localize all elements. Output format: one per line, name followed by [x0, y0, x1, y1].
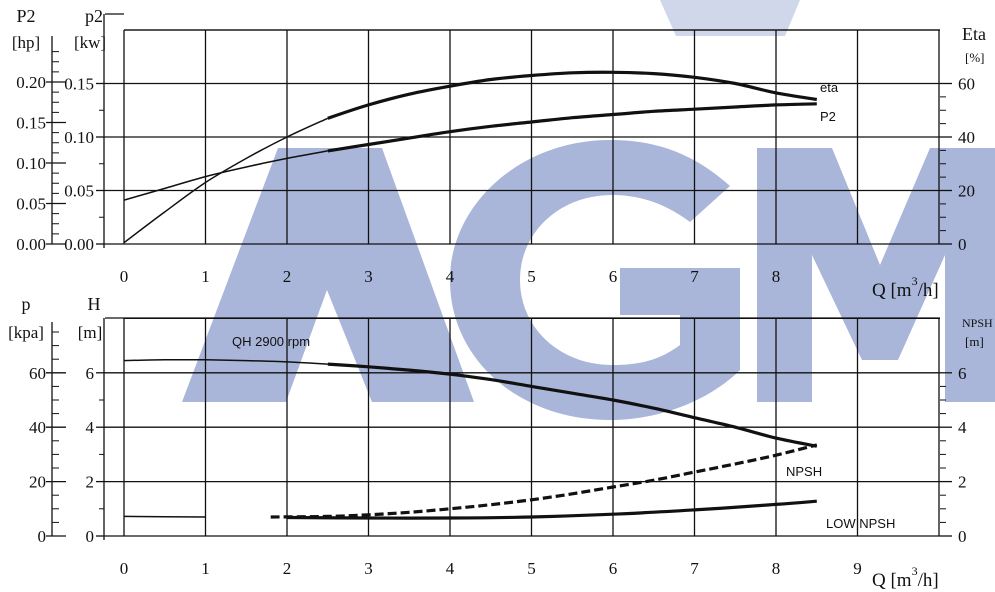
x-tick-label: 3: [364, 267, 373, 286]
left-inner-tick-label: 4: [86, 418, 95, 437]
x-tick-label: 6: [609, 559, 618, 578]
x-tick-label: 0: [120, 559, 129, 578]
annotation-npsh: NPSH: [786, 464, 822, 479]
x-label-q: Q [m: [872, 570, 912, 591]
x-tick-label: 7: [690, 267, 699, 286]
series-low-npsh: [286, 499, 817, 520]
x-tick-label: 2: [283, 267, 292, 286]
watermark-letter-a: [182, 148, 474, 402]
x-tick-label: 5: [527, 559, 536, 578]
series-p2: [327, 102, 817, 153]
left-inner-tick-label: 6: [86, 364, 95, 383]
x-label-sup: 3: [912, 274, 918, 288]
left-inner-tick-label: 0.00: [64, 235, 94, 254]
left-outer-tick-label: 20: [29, 473, 46, 492]
left-inner-title: H: [88, 294, 101, 314]
left-outer-tick-label: 0.15: [16, 114, 46, 133]
x-tick-label: 4: [446, 267, 455, 286]
x-axis-label: Q [m3/h]: [872, 564, 939, 591]
series-label-eta: eta: [820, 80, 839, 95]
series-qh-2900-rpm-thin: [123, 358, 328, 365]
x-label-unit: /h]: [918, 570, 939, 591]
left-inner-tick-label: 2: [86, 473, 95, 492]
head-npsh-chart: 0 1 2 3 4 5 6 7 8 9Q [m3/h]0246H[m]0204060p[kpa]0…: [8, 294, 993, 591]
x-label-unit: /h]: [918, 280, 939, 301]
watermark-top-bar: [660, 0, 800, 36]
left-outer-tick-label: 0.05: [16, 195, 46, 214]
left-outer-tick-label: 0: [38, 527, 47, 546]
left-outer-tick-label: 60: [29, 364, 46, 383]
right-tick-label: 6: [958, 364, 967, 383]
x-tick-label: 2: [283, 559, 292, 578]
watermark-letter-m: [757, 148, 995, 402]
annotation-low-npsh: LOW NPSH: [826, 516, 895, 531]
right-tick-label: 60: [958, 75, 975, 94]
watermark-letter-g: [450, 140, 740, 420]
x-label-sup: 3: [912, 564, 918, 578]
right-tick-label: 0: [958, 235, 967, 254]
left-outer-tick-label: 0.20: [16, 73, 46, 92]
right-tick-label: 2: [958, 473, 967, 492]
x-tick-label: 1: [201, 559, 210, 578]
x-tick-label: 6: [609, 267, 618, 286]
x-tick-label: 1: [201, 267, 210, 286]
left-outer-title: P2: [16, 6, 35, 26]
series-label-p2: P2: [820, 109, 836, 124]
right-axis-title: NPSH: [962, 316, 993, 330]
series-low-npsh-thin: [123, 515, 206, 518]
left-inner-tick-label: 0: [86, 527, 95, 546]
x-tick-label: 3: [364, 559, 373, 578]
x-tick-label: 7: [690, 559, 699, 578]
left-outer-unit: [kpa]: [8, 323, 44, 342]
left-inner-unit: [m]: [78, 323, 103, 342]
x-axis-label: Q [m3/h]: [872, 274, 939, 301]
left-inner-tick-label: 0.05: [64, 182, 94, 201]
left-inner-unit: [kw]: [74, 33, 106, 52]
right-tick-label: 40: [958, 128, 975, 147]
left-outer-tick-label: 0.00: [16, 235, 46, 254]
right-axis-unit: [m]: [965, 334, 984, 349]
agm-watermark: [182, 0, 995, 420]
series-qh-2900-rpm: [327, 362, 818, 448]
x-tick-label: 0: [120, 267, 129, 286]
x-tick-label: 4: [446, 559, 455, 578]
x-tick-label: 8: [772, 267, 781, 286]
power-efficiency-chart: 0 1 2 3 4 5 6 7 8Q [m3/h]0.000.050.100.15p2[kw]0…: [12, 6, 986, 301]
series-p2-thin: [123, 150, 328, 201]
left-inner-tick-label: 0.10: [64, 128, 94, 147]
left-inner-title: p2: [85, 6, 103, 26]
left-outer-title: p: [22, 294, 31, 314]
right-axis-title: Eta: [962, 24, 986, 44]
series-eta: [327, 70, 818, 120]
annotation-qh: QH 2900 rpm: [232, 334, 310, 349]
right-tick-label: 20: [958, 182, 975, 201]
right-tick-label: 0: [958, 527, 967, 546]
left-outer-unit: [hp]: [12, 33, 40, 52]
left-inner-tick-label: 0.15: [64, 75, 94, 94]
left-outer-tick-label: 0.10: [16, 154, 46, 173]
right-axis-unit: [%]: [965, 50, 985, 65]
x-tick-label: 8: [772, 559, 781, 578]
x-label-q: Q [m: [872, 280, 912, 301]
right-tick-label: 4: [958, 418, 967, 437]
series-eta-thin: [123, 117, 329, 244]
x-tick-label: 5: [527, 267, 536, 286]
left-outer-tick-label: 40: [29, 418, 46, 437]
x-tick-label: 9: [853, 559, 862, 578]
